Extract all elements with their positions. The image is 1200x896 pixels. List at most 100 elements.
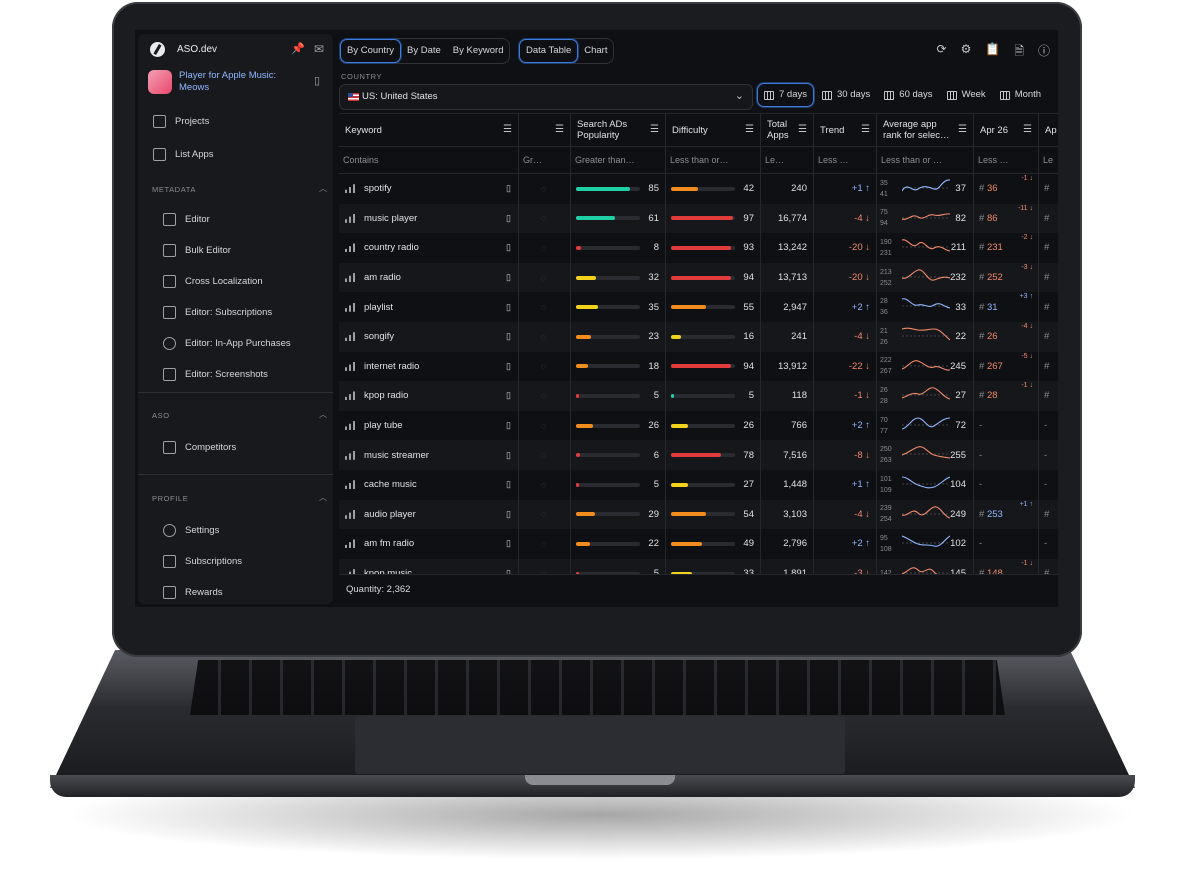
table-row[interactable]: songify ▯ ◌ 23 16 241 -4 ↓ 21 26 22 # 26 -4 ↓ # xyxy=(339,322,1058,352)
export-doc-icon[interactable]: 🗎 xyxy=(1014,44,1024,58)
table-row[interactable]: audio player ▯ ◌ 29 54 3,103 -4 ↓ 239 254 249 # 25… xyxy=(339,499,1058,530)
lightbulb-icon[interactable]: ◌ xyxy=(541,420,547,431)
tab-by-date[interactable]: By Date xyxy=(407,45,441,56)
sidebar-item-competitors[interactable]: Competitors xyxy=(163,441,236,454)
column-header-trend[interactable]: Trend ☰ xyxy=(814,114,877,146)
filter-difficulty[interactable]: Less than or… xyxy=(666,146,761,174)
tab-by-keyword[interactable]: By Keyword xyxy=(452,45,504,56)
keyword-cell[interactable]: playlist ▯ xyxy=(339,292,519,322)
lightbulb-icon[interactable]: ◌ xyxy=(541,213,547,224)
lightbulb-icon[interactable]: ◌ xyxy=(541,479,547,490)
table-row[interactable]: music player ▯ ◌ 61 97 16,774 -4 ↓ 75 94 82 # 86 -1… xyxy=(339,203,1058,234)
bookmark-icon[interactable]: ▯ xyxy=(506,449,511,460)
menu-icon[interactable]: ☰ xyxy=(958,124,967,135)
table-row[interactable]: music streamer ▯ ◌ 6 78 7,516 -8 ↓ 250 263 255- - xyxy=(339,440,1058,470)
lightbulb-icon[interactable]: ◌ xyxy=(541,302,547,313)
sidebar-item-list-apps[interactable]: List Apps xyxy=(153,148,214,161)
chevron-up-icon[interactable]: ︿ xyxy=(319,493,327,502)
table-row[interactable]: kpop radio ▯ ◌ 5 5 118 -1 ↓ 26 28 27 # 28 -1 ↓ # xyxy=(339,381,1058,411)
bookmark-icon[interactable]: ▯ xyxy=(506,360,511,371)
table-row[interactable]: kpop music ▯ ◌ 5 33 1,891 -3 ↓ 142 145 # 148 -1 ↓ # xyxy=(339,558,1058,574)
lightbulb-icon[interactable]: ◌ xyxy=(541,183,547,194)
keyword-cell[interactable]: kpop radio ▯ xyxy=(339,381,519,411)
bookmark-icon[interactable]: ▯ xyxy=(506,538,511,549)
device-icon[interactable]: ▯ xyxy=(314,75,321,87)
bookmark-icon[interactable]: ▯ xyxy=(506,508,511,519)
keyword-cell[interactable]: am radio ▯ xyxy=(339,262,519,293)
mail-icon[interactable]: ✉ xyxy=(314,42,325,56)
keyword-cell[interactable]: songify ▯ xyxy=(339,322,519,352)
sidebar-item-bulk-editor[interactable]: Bulk Editor xyxy=(163,244,231,257)
column-header-popularity[interactable]: Search ADs Popularity ☰ xyxy=(571,114,666,146)
app-name[interactable]: Player for Apple Music: Meows xyxy=(179,70,277,93)
column-header-next[interactable]: Ap xyxy=(1039,114,1058,146)
lightbulb-icon[interactable]: ◌ xyxy=(541,390,547,401)
help-icon[interactable]: ⓘ xyxy=(1037,44,1050,58)
keyword-cell[interactable]: play tube ▯ xyxy=(339,410,519,441)
keyword-cell[interactable]: music player ▯ xyxy=(339,203,519,234)
sidebar-item-editor[interactable]: Editor xyxy=(163,213,210,226)
bookmark-icon[interactable]: ▯ xyxy=(506,272,511,283)
column-header-total-apps[interactable]: Total Apps ☰ xyxy=(761,114,814,146)
period-week[interactable]: Week xyxy=(941,84,992,106)
tab-by-country[interactable]: By Country xyxy=(340,39,401,63)
keyword-cell[interactable]: internet radio ▯ xyxy=(339,351,519,382)
bookmark-icon[interactable]: ▯ xyxy=(506,420,511,431)
app-icon[interactable] xyxy=(148,70,172,94)
table-row[interactable]: internet radio ▯ ◌ 18 94 13,912 -22 ↓ 222 267 245… xyxy=(339,351,1058,382)
table-row[interactable]: cache music ▯ ◌ 5 27 1,448 +1 ↑ 101 109 104- - xyxy=(339,470,1058,500)
bookmark-icon[interactable]: ▯ xyxy=(506,212,511,223)
sidebar-item-rewards[interactable]: Rewards xyxy=(163,586,223,599)
menu-icon[interactable]: ☰ xyxy=(798,124,807,135)
period-30-days[interactable]: 30 days xyxy=(816,84,876,106)
chevron-up-icon[interactable]: ︿ xyxy=(319,410,327,419)
lightbulb-icon[interactable]: ◌ xyxy=(541,361,547,372)
bookmark-icon[interactable]: ▯ xyxy=(506,301,511,312)
keyword-cell[interactable]: kpop music ▯ xyxy=(339,558,519,574)
column-header-apr26[interactable]: Apr 26 ☰ xyxy=(974,114,1039,146)
bookmark-icon[interactable]: ▯ xyxy=(506,331,511,342)
bookmark-icon[interactable]: ▯ xyxy=(506,390,511,401)
filter-keyword[interactable]: Contains xyxy=(339,146,519,174)
column-header-difficulty[interactable]: Difficulty ☰ xyxy=(666,114,761,146)
table-row[interactable]: country radio ▯ ◌ 8 93 13,242 -20 ↓ 190 231 211 # … xyxy=(339,233,1058,263)
bookmark-icon[interactable]: ▯ xyxy=(506,242,511,253)
tab-data-table[interactable]: Data Table xyxy=(519,39,579,63)
filter-avg-rank[interactable]: Less than or … xyxy=(877,146,974,174)
table-row[interactable]: am fm radio ▯ ◌ 22 49 2,796 +2 ↑ 95 108 102- - xyxy=(339,529,1058,559)
bookmark-icon[interactable]: ▯ xyxy=(506,183,511,194)
keyword-cell[interactable]: music streamer ▯ xyxy=(339,440,519,470)
keyword-cell[interactable]: cache music ▯ xyxy=(339,470,519,500)
sidebar-item-editor-subscriptions[interactable]: Editor: Subscriptions xyxy=(163,306,272,319)
sidebar-item-cross-localization[interactable]: Cross Localization xyxy=(163,275,263,288)
sidebar-item-projects[interactable]: Projects xyxy=(153,115,209,128)
filter-apr26[interactable]: Less … xyxy=(974,146,1039,174)
filter-trend[interactable]: Less … xyxy=(814,146,877,174)
keyword-cell[interactable]: spotify ▯ xyxy=(339,174,519,204)
sidebar-item-settings[interactable]: Settings xyxy=(163,524,219,537)
lightbulb-icon[interactable]: ◌ xyxy=(541,509,547,520)
keyword-cell[interactable]: country radio ▯ xyxy=(339,233,519,263)
period-7-days[interactable]: 7 days xyxy=(757,83,814,107)
column-header-avg-rank[interactable]: Average app rank for selec… ☰ xyxy=(877,114,974,146)
menu-icon[interactable]: ☰ xyxy=(555,124,564,135)
menu-icon[interactable]: ☰ xyxy=(650,124,659,135)
sidebar-item-editor-in-app-purchases[interactable]: Editor: In-App Purchases xyxy=(163,337,291,350)
menu-icon[interactable]: ☰ xyxy=(1023,124,1032,135)
table-row[interactable]: play tube ▯ ◌ 26 26 766 +2 ↑ 70 77 72- - xyxy=(339,410,1058,441)
period-60-days[interactable]: 60 days xyxy=(878,84,938,106)
menu-icon[interactable]: ☰ xyxy=(745,124,754,135)
keyword-cell[interactable]: audio player ▯ xyxy=(339,499,519,530)
lightbulb-icon[interactable]: ◌ xyxy=(541,568,547,574)
table-row[interactable]: am radio ▯ ◌ 32 94 13,713 -20 ↓ 213 252 232 # 252-… xyxy=(339,262,1058,293)
menu-icon[interactable]: ☰ xyxy=(861,124,870,135)
filter-popularity[interactable]: Greater than… xyxy=(571,146,666,174)
lightbulb-icon[interactable]: ◌ xyxy=(541,331,547,342)
bookmark-icon[interactable]: ▯ xyxy=(506,568,511,574)
country-select[interactable]: US: United States ⌄ xyxy=(339,84,753,110)
period-month[interactable]: Month xyxy=(994,84,1047,106)
gear-icon[interactable]: ⚙ xyxy=(960,42,972,56)
menu-icon[interactable]: ☰ xyxy=(503,124,512,135)
filter-total-apps[interactable]: Le… xyxy=(761,146,814,174)
aso-logo-icon[interactable] xyxy=(150,42,165,57)
